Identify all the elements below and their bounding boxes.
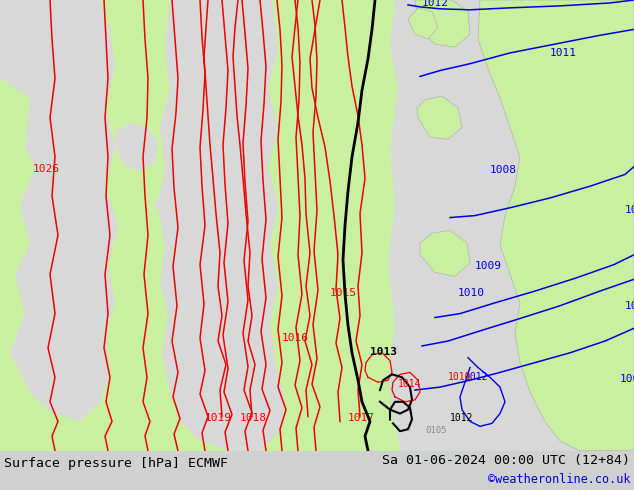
Polygon shape [388, 0, 634, 451]
Polygon shape [0, 0, 118, 421]
Text: 1015: 1015 [330, 288, 357, 298]
Text: Surface pressure [hPa] ECMWF: Surface pressure [hPa] ECMWF [4, 458, 228, 470]
Polygon shape [405, 0, 634, 451]
Text: 1018: 1018 [240, 414, 267, 423]
Polygon shape [478, 0, 634, 451]
Polygon shape [158, 0, 285, 451]
Text: ©weatheronline.co.uk: ©weatheronline.co.uk [488, 473, 630, 486]
Text: 1011: 1011 [550, 48, 577, 58]
Text: 1009: 1009 [475, 261, 502, 270]
Polygon shape [408, 8, 438, 39]
Text: 1010: 1010 [448, 372, 472, 382]
Text: 1016: 1016 [282, 333, 309, 343]
Polygon shape [448, 90, 510, 142]
Text: 1008: 1008 [620, 374, 634, 384]
Text: Sa 01-06-2024 00:00 UTC (12+84): Sa 01-06-2024 00:00 UTC (12+84) [382, 454, 630, 467]
Text: 1017: 1017 [348, 414, 375, 423]
Text: 1012: 1012 [450, 414, 474, 423]
Polygon shape [115, 122, 158, 172]
Text: 1012: 1012 [465, 372, 489, 382]
Text: 1013: 1013 [370, 347, 397, 357]
Polygon shape [415, 0, 470, 47]
Polygon shape [420, 230, 470, 276]
Text: 1008: 1008 [490, 166, 517, 175]
Text: 0105: 0105 [425, 426, 446, 435]
Text: 1019: 1019 [205, 414, 232, 423]
Polygon shape [428, 0, 480, 39]
Text: 100: 100 [625, 205, 634, 215]
Text: 1012: 1012 [422, 0, 449, 8]
Text: 1014: 1014 [398, 379, 422, 389]
Polygon shape [415, 227, 475, 279]
Text: 1026: 1026 [33, 164, 60, 173]
Text: 1010: 1010 [458, 288, 485, 298]
Polygon shape [417, 96, 462, 139]
Polygon shape [155, 191, 185, 225]
Text: 100: 100 [625, 301, 634, 311]
